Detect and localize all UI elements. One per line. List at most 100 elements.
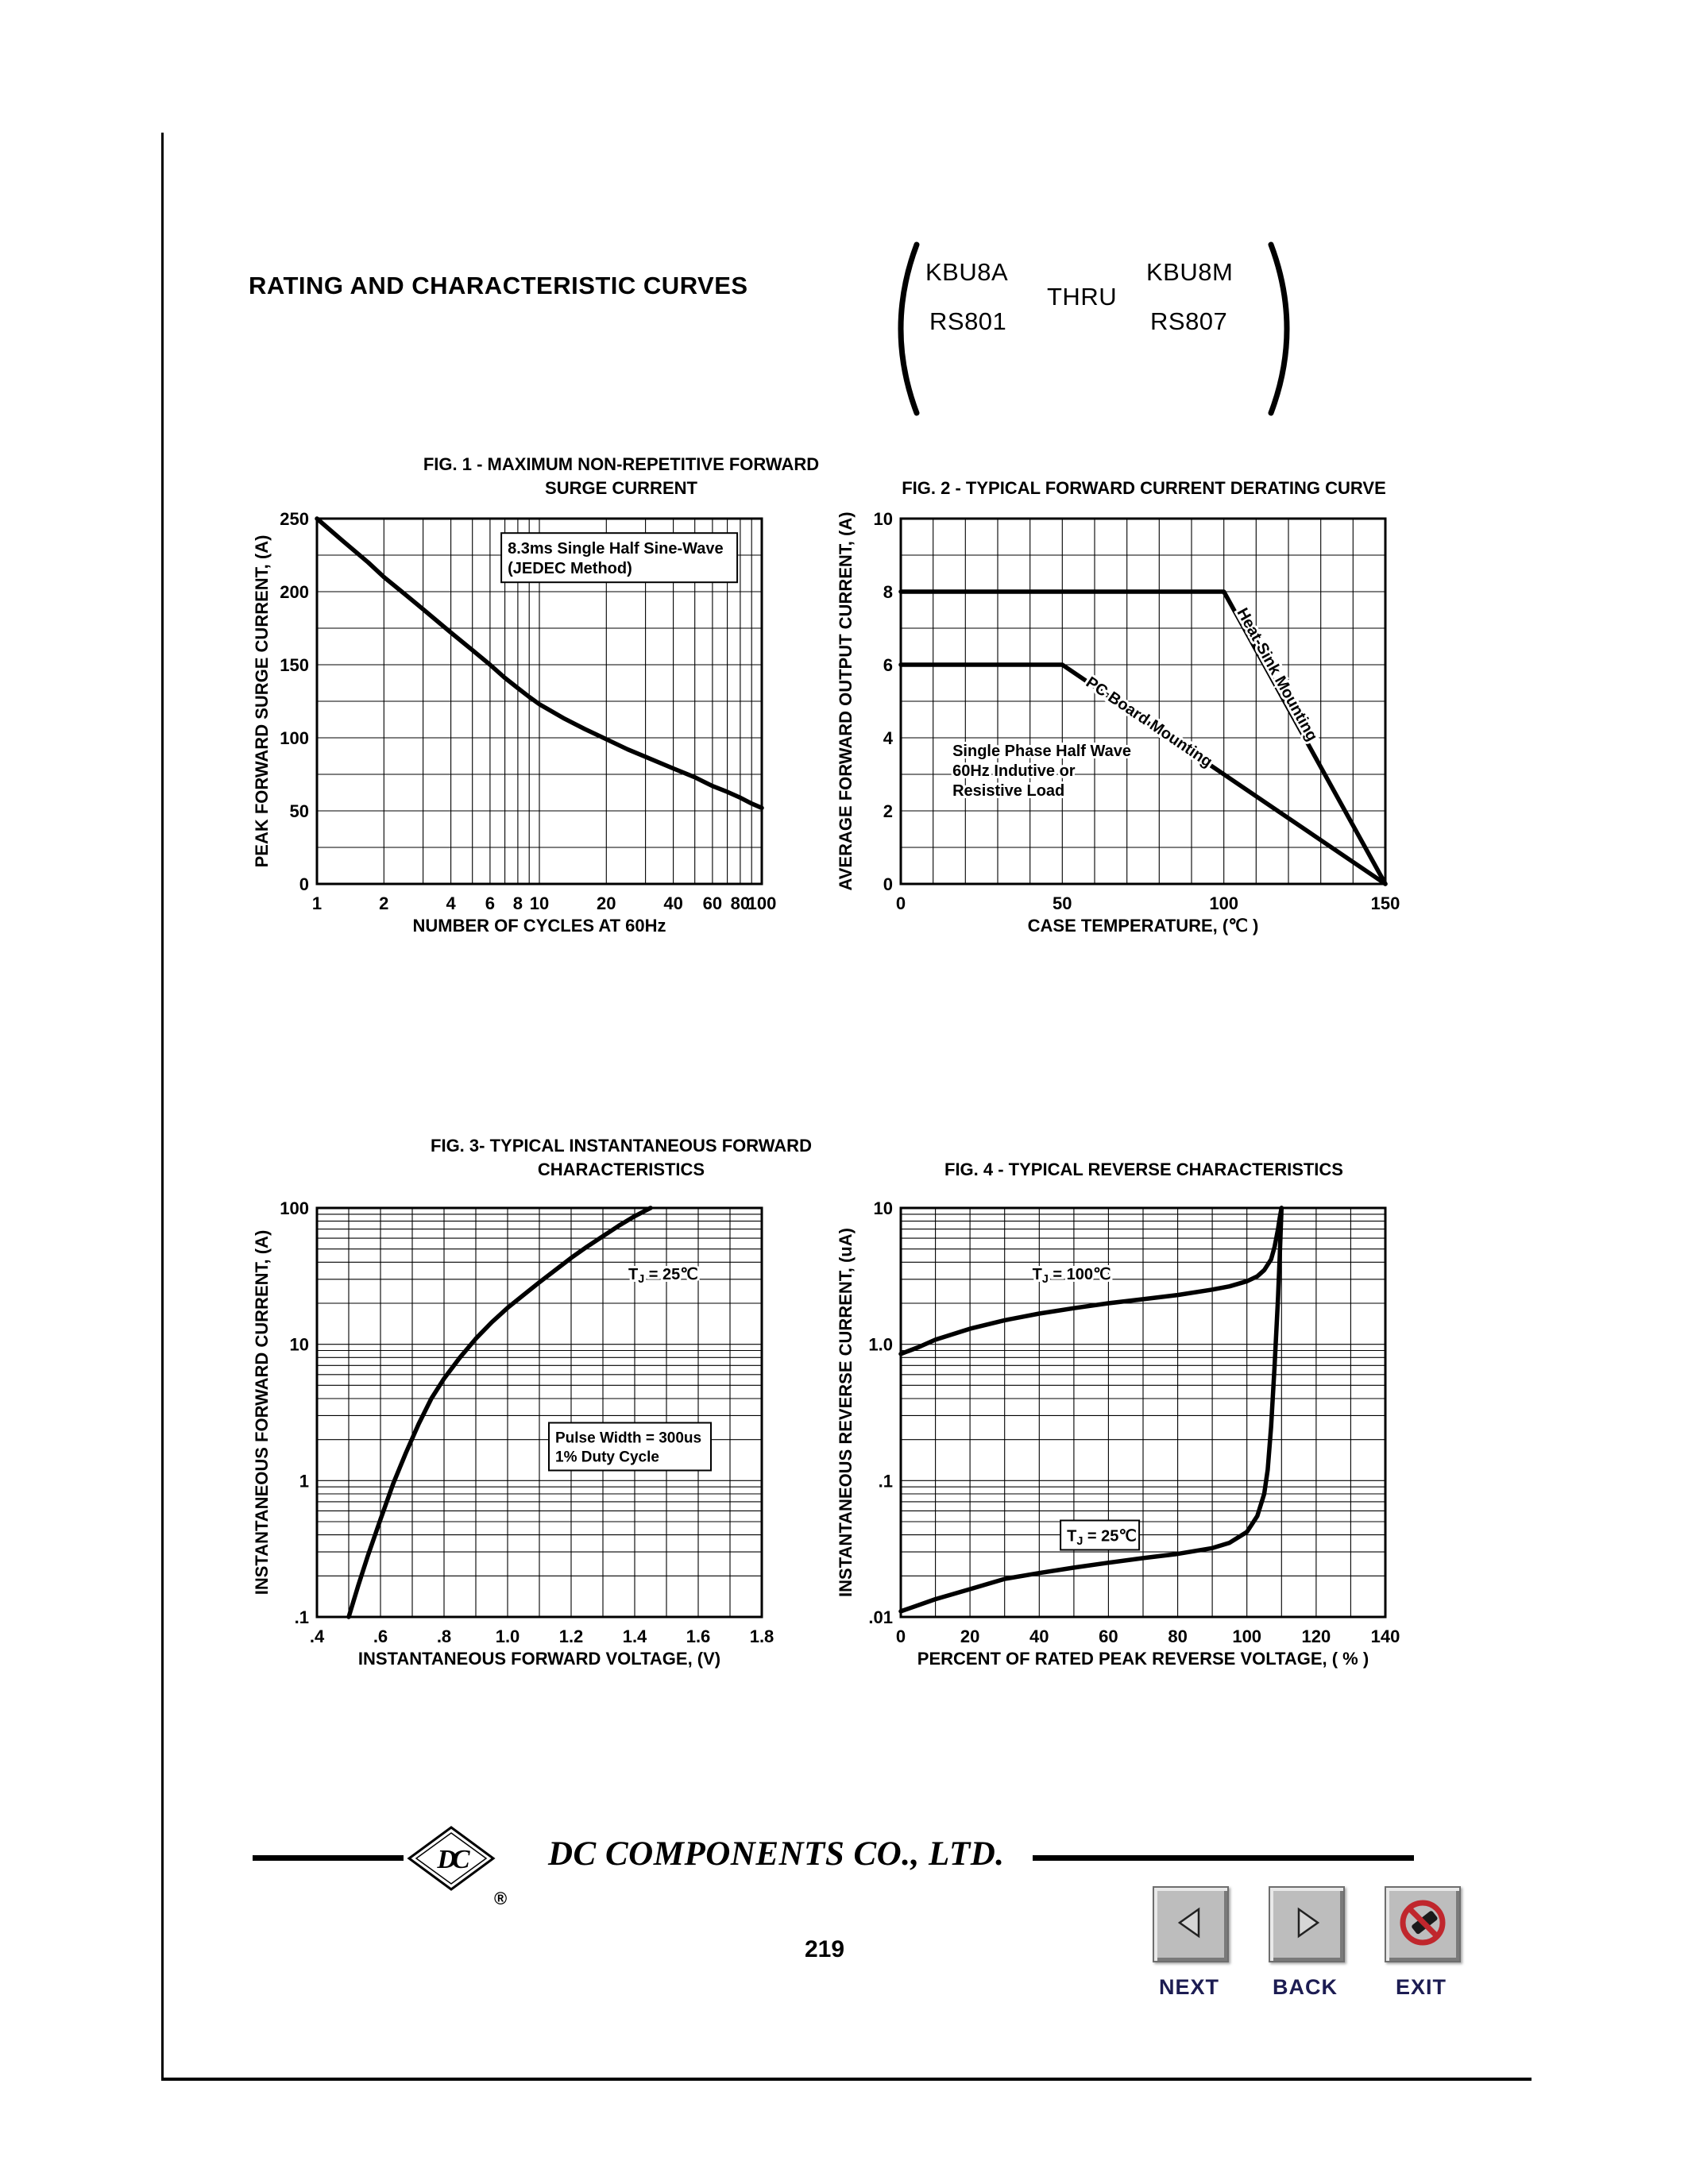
part-number-group: KBU8A RS801 THRU KBU8M RS807 <box>874 237 1319 421</box>
svg-text:INSTANTANEOUS FORWARD CURRENT,: INSTANTANEOUS FORWARD CURRENT, (A) <box>252 1230 272 1596</box>
right-paren-icon <box>1263 240 1308 422</box>
fig4-title: FIG. 4 - TYPICAL REVERSE CHARACTERISTICS <box>866 1158 1422 1182</box>
svg-text:80: 80 <box>1168 1626 1187 1646</box>
fig3-title: FIG. 3- TYPICAL INSTANTANEOUS FORWARD CH… <box>350 1134 893 1182</box>
next-button[interactable] <box>1153 1886 1229 1962</box>
svg-text:INSTANTANEOUS REVERSE CURRENT,: INSTANTANEOUS REVERSE CURRENT, (uA) <box>836 1228 856 1597</box>
arrow-left-icon <box>1172 1904 1209 1945</box>
svg-text:10: 10 <box>290 1335 309 1355</box>
svg-text:1.8: 1.8 <box>750 1626 774 1646</box>
fig3-chart: .4 .6 .8 1.0 1.2 1.4 1.6 1.8 .1 1 10 100 INSTANTANEO… <box>249 1195 781 1673</box>
fig2-chart: 0 50 100 150 0 2 4 6 8 10 CASE TEMPERATURE, (℃ ) AV… <box>833 506 1404 940</box>
fig1-title: FIG. 1 - MAXIMUM NON-REPETITIVE FORWARD … <box>350 453 893 500</box>
svg-text:0: 0 <box>883 874 893 894</box>
prohibition-icon <box>1397 1897 1448 1952</box>
svg-text:INSTANTANEOUS FORWARD VOLTAGE,: INSTANTANEOUS FORWARD VOLTAGE, (V) <box>358 1649 720 1669</box>
svg-text:6: 6 <box>485 893 495 913</box>
footer-divider-right <box>1033 1855 1414 1861</box>
svg-text:50: 50 <box>290 801 309 821</box>
svg-text:2: 2 <box>883 801 893 821</box>
svg-text:120: 120 <box>1302 1626 1331 1646</box>
svg-text:100: 100 <box>747 893 777 913</box>
svg-text:60: 60 <box>703 893 722 913</box>
svg-text:8: 8 <box>513 893 523 913</box>
svg-text:PERCENT OF RATED PEAK REVERSE: PERCENT OF RATED PEAK REVERSE VOLTAGE, (… <box>917 1649 1369 1669</box>
svg-text:20: 20 <box>960 1626 979 1646</box>
svg-text:80: 80 <box>731 893 750 913</box>
registered-trademark: ® <box>494 1889 508 1908</box>
svg-text:Pulse Width = 300us: Pulse Width = 300us <box>555 1430 701 1447</box>
svg-text:60: 60 <box>1099 1626 1118 1646</box>
svg-text:0: 0 <box>896 893 906 913</box>
svg-text:2: 2 <box>379 893 388 913</box>
svg-text:PEAK FORWARD SURGE CURRENT, (A: PEAK FORWARD SURGE CURRENT, (A) <box>252 535 272 868</box>
svg-text:60Hz Indutive or: 60Hz Indutive or <box>952 762 1076 780</box>
part-number-bottom-right: RS807 <box>1150 307 1228 335</box>
svg-text:TJ = 25℃: TJ = 25℃ <box>628 1266 698 1286</box>
svg-text:DC: DC <box>436 1845 470 1874</box>
svg-text:10: 10 <box>874 1198 893 1218</box>
arrow-right-icon <box>1288 1904 1325 1945</box>
svg-text:NUMBER OF CYCLES AT 60Hz: NUMBER OF CYCLES AT 60Hz <box>412 916 666 936</box>
svg-text:10: 10 <box>874 509 893 529</box>
fig3-title-line1: FIG. 3- TYPICAL INSTANTANEOUS FORWARD <box>431 1136 812 1156</box>
page-border-bottom <box>161 2078 1532 2081</box>
svg-text:100: 100 <box>280 1198 309 1218</box>
part-number-bottom-left: RS801 <box>929 307 1007 335</box>
exit-label[interactable]: EXIT <box>1395 1975 1447 1999</box>
back-label[interactable]: BACK <box>1273 1975 1338 1999</box>
svg-text:1.0: 1.0 <box>496 1626 520 1646</box>
svg-text:.4: .4 <box>310 1626 325 1646</box>
fig1-title-line1: FIG. 1 - MAXIMUM NON-REPETITIVE FORWARD <box>423 454 820 474</box>
svg-text:40: 40 <box>1029 1626 1049 1646</box>
fig4-chart: 0 20 40 60 80 100 120 140 .01 .1 1.0 10 PERCENT OF R… <box>833 1195 1404 1673</box>
svg-text:1: 1 <box>299 1471 309 1491</box>
svg-text:140: 140 <box>1371 1626 1400 1646</box>
footer-divider-left <box>253 1855 404 1861</box>
svg-text:Heat-Sink Mounting: Heat-Sink Mounting <box>1234 605 1321 744</box>
svg-text:1.6: 1.6 <box>686 1626 711 1646</box>
back-button[interactable] <box>1269 1886 1345 1962</box>
svg-text:1: 1 <box>312 893 322 913</box>
svg-text:.1: .1 <box>879 1471 893 1491</box>
svg-text:1.4: 1.4 <box>623 1626 647 1646</box>
svg-text:0: 0 <box>299 874 309 894</box>
svg-text:0: 0 <box>896 1626 906 1646</box>
svg-text:.6: .6 <box>373 1626 388 1646</box>
svg-text:8.3ms Single Half Sine-Wave: 8.3ms Single Half Sine-Wave <box>508 540 724 558</box>
fig2-title: FIG. 2 - TYPICAL FORWARD CURRENT DERATIN… <box>866 477 1422 500</box>
next-label[interactable]: NEXT <box>1158 1975 1219 1999</box>
svg-text:4: 4 <box>446 893 456 913</box>
svg-text:AVERAGE FORWARD OUTPUT CURRENT: AVERAGE FORWARD OUTPUT CURRENT, (A) <box>836 511 856 890</box>
svg-text:.01: .01 <box>868 1607 893 1627</box>
svg-text:100: 100 <box>1209 893 1238 913</box>
fig1-chart: 1 2 4 6 8 10 20 40 60 80 100 0 50 100 150 200 250 NUMBER … <box>249 506 781 940</box>
exit-button[interactable] <box>1385 1886 1461 1962</box>
fig4-title-line1: FIG. 4 - TYPICAL REVERSE CHARACTERISTICS <box>944 1160 1343 1179</box>
svg-text:150: 150 <box>280 655 309 675</box>
svg-text:1% Duty Cycle: 1% Duty Cycle <box>555 1449 659 1466</box>
svg-text:250: 250 <box>280 509 309 529</box>
svg-text:.1: .1 <box>295 1607 309 1627</box>
svg-text:100: 100 <box>1232 1626 1261 1646</box>
svg-text:Single Phase Half Wave: Single Phase Half Wave <box>952 743 1131 760</box>
svg-text:10: 10 <box>530 893 549 913</box>
svg-text:50: 50 <box>1053 893 1072 913</box>
fig1-title-line2: SURGE CURRENT <box>545 478 697 498</box>
part-number-top-left: KBU8A <box>925 258 1009 286</box>
company-name: DC COMPONENTS CO., LTD. <box>548 1835 1005 1873</box>
page-title: RATING AND CHARACTERISTIC CURVES <box>249 272 748 299</box>
svg-text:20: 20 <box>597 893 616 913</box>
fig3-title-line2: CHARACTERISTICS <box>537 1160 705 1179</box>
left-paren-icon <box>880 240 925 422</box>
svg-text:1.0: 1.0 <box>868 1335 893 1355</box>
svg-text:40: 40 <box>663 893 682 913</box>
svg-text:150: 150 <box>1371 893 1400 913</box>
svg-text:TJ = 100℃: TJ = 100℃ <box>1033 1266 1111 1286</box>
svg-text:6: 6 <box>883 655 893 675</box>
company-logo: DC <box>407 1825 496 1896</box>
svg-text:200: 200 <box>280 582 309 602</box>
svg-text:1.2: 1.2 <box>559 1626 584 1646</box>
svg-text:CASE TEMPERATURE, (℃ ): CASE TEMPERATURE, (℃ ) <box>1028 916 1259 936</box>
